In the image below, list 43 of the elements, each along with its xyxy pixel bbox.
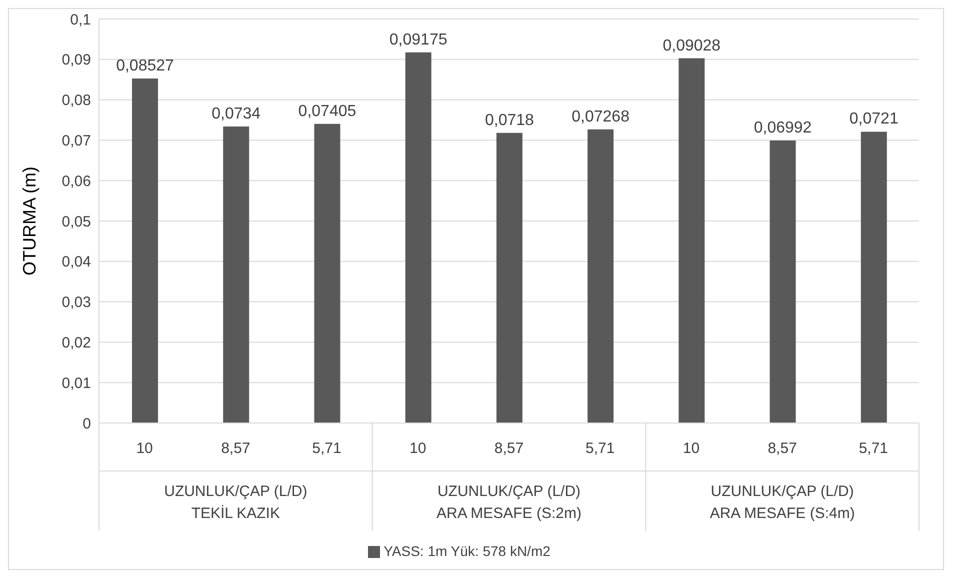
y-tick-label: 0,06: [62, 172, 91, 190]
data-label: 0,0718: [484, 112, 534, 129]
data-label: 0,07268: [572, 108, 630, 126]
x-tick-label: 10: [136, 440, 153, 457]
x-tick-label: 5,71: [586, 440, 615, 457]
data-label: 0,0734: [212, 105, 261, 122]
y-tick-label: 0,02: [62, 334, 91, 352]
x-tick-label: 8,57: [768, 440, 797, 457]
data-label: 0,0721: [849, 110, 898, 128]
y-tick-label: 0,05: [62, 213, 91, 230]
x-tick-label: 8,57: [221, 440, 250, 457]
x-tick-label: 8,57: [494, 440, 524, 457]
y-tick-label: 0,01: [62, 374, 91, 392]
text: UZUNLUK/ÇAP (L/D) ARA MESAFE (S:2m): [436, 483, 582, 522]
bar: [588, 129, 614, 423]
x-tick-label: 10: [410, 440, 426, 457]
bar: [405, 52, 432, 423]
bar: [770, 140, 796, 423]
bar: [678, 58, 705, 423]
bar: [496, 132, 522, 423]
data-label: 0,07405: [298, 102, 356, 120]
y-tick-label: 0,04: [62, 254, 91, 271]
bar: [860, 132, 887, 423]
y-tick-label: 0,1: [70, 11, 91, 28]
text: UZUNLUK/ÇAP (L/D) ARA MESAFE (S:4m): [710, 483, 855, 522]
bar: [223, 126, 250, 423]
data-label: 0,06992: [754, 120, 812, 137]
x-tick-label: 5,71: [312, 440, 342, 457]
y-tick-label: 0,07: [62, 132, 91, 150]
y-tick-label: 0,03: [62, 294, 91, 312]
bar: [132, 78, 158, 423]
y-axis-title: OTURMA (m): [19, 166, 40, 276]
y-tick-label: 0,09: [62, 52, 91, 69]
x-tick-label: 5,71: [858, 440, 888, 457]
data-label: 0,09028: [662, 37, 721, 54]
y-tick-label: 0,08: [62, 92, 91, 110]
text: UZUNLUK/ÇAP (L/D) TEKİL KAZIK: [164, 483, 308, 522]
data-label: 0,09175: [389, 31, 448, 48]
bar: [314, 124, 340, 423]
data-label: 0,08527: [116, 58, 174, 75]
legend-label: YASS: 1m Yük: 578 kN/m2: [384, 543, 550, 559]
y-tick-label: 0: [82, 415, 91, 432]
x-tick-label: 10: [682, 440, 700, 457]
